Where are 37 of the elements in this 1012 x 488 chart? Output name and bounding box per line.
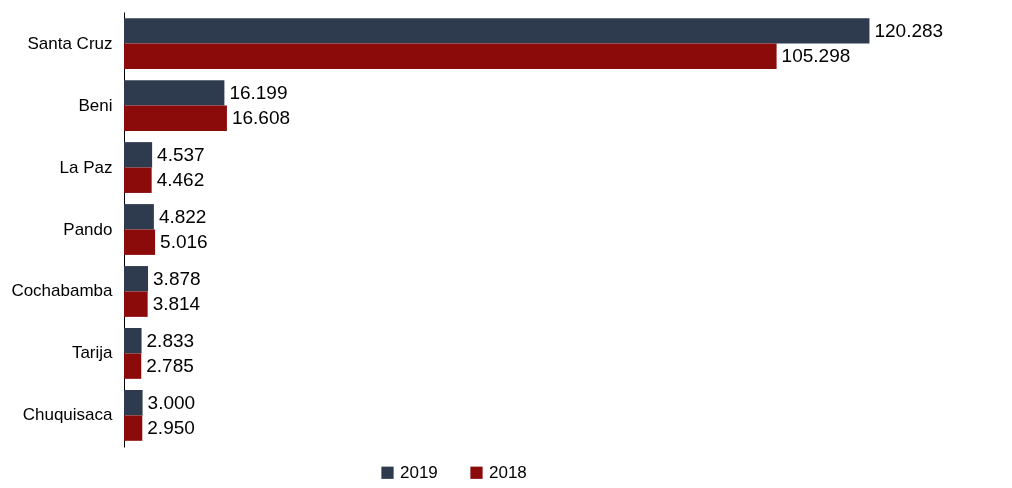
data-label: 4.537 xyxy=(157,143,205,165)
legend-label: 2018 xyxy=(489,462,527,482)
data-label: 4.462 xyxy=(156,169,205,191)
bar xyxy=(124,18,870,44)
y-tick-label: Santa Cruz xyxy=(27,33,113,53)
y-tick-label: Tarija xyxy=(71,343,114,363)
bar xyxy=(124,266,149,292)
bar xyxy=(124,142,153,168)
bar xyxy=(124,353,142,379)
y-tick-label: Cochabamba xyxy=(11,281,114,301)
data-label: 2.950 xyxy=(147,417,195,439)
y-tick-label: La Paz xyxy=(59,157,113,177)
data-label: 2.785 xyxy=(146,355,194,377)
y-tick-label: Pando xyxy=(63,219,113,239)
bar xyxy=(124,43,777,70)
bar xyxy=(124,291,148,317)
data-label: 3.878 xyxy=(153,267,201,289)
data-label: 16.608 xyxy=(231,107,291,129)
data-label: 3.000 xyxy=(147,391,196,413)
data-label: 5.016 xyxy=(160,231,208,253)
data-label: 105.298 xyxy=(781,45,851,67)
bar xyxy=(124,204,154,230)
bar xyxy=(124,389,143,416)
data-label: 3.814 xyxy=(152,293,201,315)
legend-label: 2019 xyxy=(400,462,438,482)
data-label: 16.199 xyxy=(229,81,288,103)
y-tick-label: Beni xyxy=(78,95,113,115)
bar xyxy=(124,415,143,441)
data-label: 4.822 xyxy=(158,205,207,227)
bar xyxy=(124,80,225,106)
data-label: 2.833 xyxy=(146,329,195,351)
bar xyxy=(124,229,156,255)
data-label: 120.283 xyxy=(874,19,944,41)
bar xyxy=(124,328,142,354)
bar xyxy=(124,167,152,193)
bar xyxy=(124,105,227,131)
y-tick-label: Chuquisaca xyxy=(22,405,114,425)
